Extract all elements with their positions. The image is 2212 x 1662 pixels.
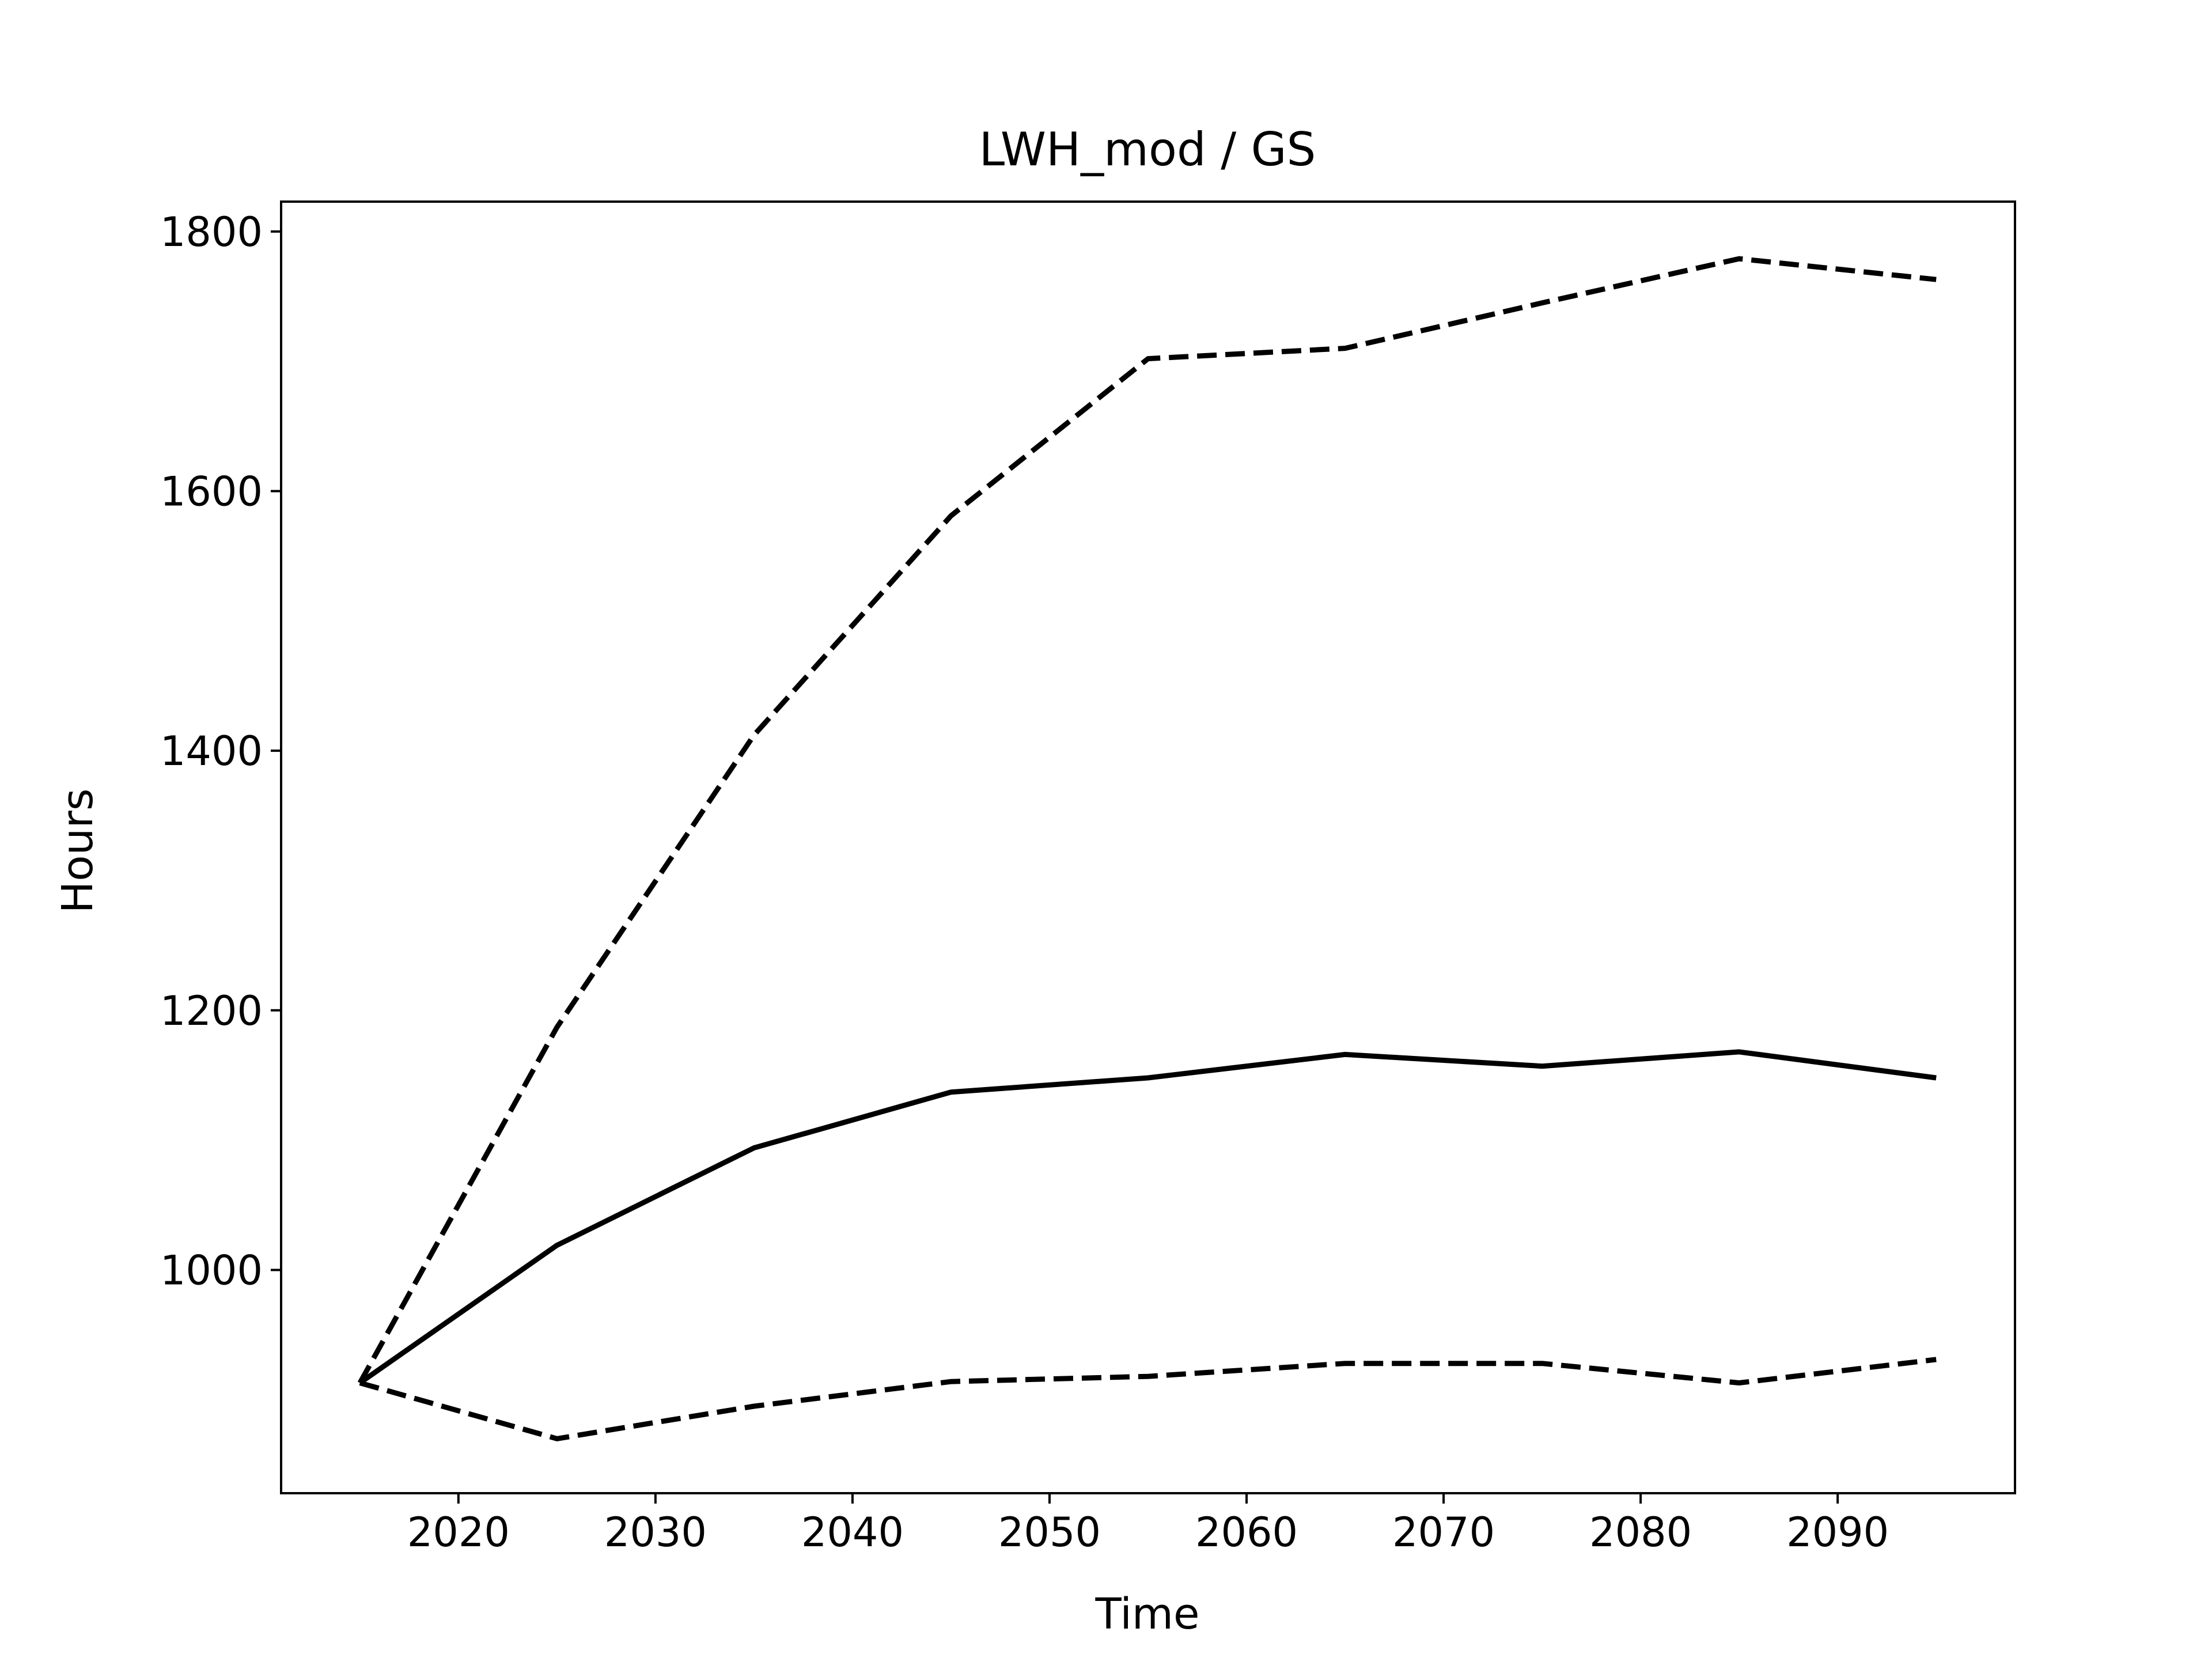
chart-title: LWH_mod / GS — [979, 123, 1316, 176]
x-tick-label: 2050 — [998, 1509, 1101, 1556]
x-tick-label: 2070 — [1392, 1509, 1495, 1556]
x-tick-label: 2080 — [1589, 1509, 1692, 1556]
series-line-2 — [357, 256, 1937, 1384]
series-line-1 — [358, 1049, 1937, 1385]
x-axis-label: Time — [1094, 1589, 1199, 1639]
y-tick-label: 1800 — [160, 209, 263, 256]
x-tick-label: 2040 — [801, 1509, 904, 1556]
plot-area: 2020 2030 2040 2050 2060 2070 2080 2090 1000 1200… — [160, 200, 2016, 1556]
x-tick-label: 2060 — [1195, 1509, 1298, 1556]
y-tick-label: 1000 — [160, 1247, 263, 1294]
x-tick-label: 2030 — [604, 1509, 707, 1556]
y-tick-label: 1200 — [160, 987, 263, 1035]
series-line-3 — [359, 1357, 1937, 1441]
x-tick-label: 2020 — [407, 1509, 510, 1556]
plot-frame — [280, 200, 2016, 1494]
x-tick-label: 2090 — [1786, 1509, 1889, 1556]
y-tick-label: 1600 — [160, 468, 263, 515]
y-axis-label: Hours — [53, 789, 103, 914]
y-tick-label: 1400 — [160, 728, 263, 775]
